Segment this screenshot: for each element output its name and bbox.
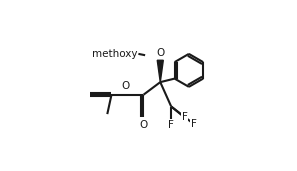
Text: O: O (122, 81, 130, 91)
Text: F: F (191, 119, 197, 129)
Text: methoxy: methoxy (92, 49, 138, 59)
Text: O: O (156, 48, 165, 58)
Text: F: F (168, 120, 174, 129)
Text: F: F (182, 113, 188, 122)
Text: O: O (139, 120, 148, 130)
Polygon shape (157, 60, 163, 82)
